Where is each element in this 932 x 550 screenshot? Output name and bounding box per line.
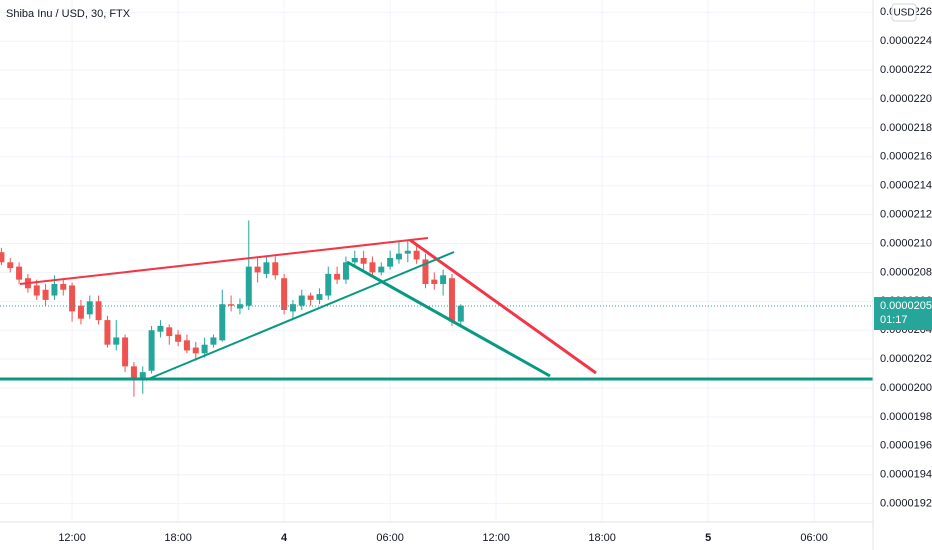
- candle-body: [183, 340, 190, 351]
- candle-body: [245, 266, 252, 306]
- candle-body: [431, 279, 438, 284]
- candle-body: [413, 250, 420, 260]
- currency-badge-text: USD: [893, 8, 914, 19]
- last-price-box: [874, 297, 932, 330]
- x-tick-label: 06:00: [376, 532, 404, 544]
- candle-body: [42, 289, 49, 300]
- candle-body: [210, 337, 217, 345]
- x-tick-label: 12:00: [58, 532, 86, 544]
- candle-body: [51, 283, 58, 296]
- candle-body: [122, 337, 129, 367]
- candle-body: [272, 262, 279, 276]
- candle-body: [201, 344, 208, 354]
- candle-body: [395, 253, 402, 260]
- candle-body: [69, 285, 76, 312]
- candle-body: [60, 283, 67, 290]
- chart-title: Shiba Inu / USD, 30, FTX: [6, 8, 131, 20]
- candle-body: [219, 304, 226, 341]
- candle-body: [387, 257, 394, 267]
- candle-body: [378, 266, 385, 273]
- candle-body: [95, 301, 102, 321]
- candle-body: [166, 327, 173, 337]
- x-tick-label: 4: [281, 532, 288, 544]
- x-tick-label: 12:00: [482, 532, 510, 544]
- candle-body: [192, 347, 199, 354]
- drawings: [0, 237, 873, 381]
- currency-badge[interactable]: [891, 3, 917, 22]
- candle-body: [33, 285, 40, 296]
- candle-body: [334, 273, 341, 280]
- candle-body: [157, 325, 164, 332]
- candle-body: [369, 262, 376, 273]
- candle-body: [298, 295, 305, 306]
- price-scale: [873, 0, 932, 550]
- candle-body: [254, 266, 261, 273]
- trend-line: [145, 251, 455, 381]
- candle-body: [342, 262, 349, 280]
- candle-body: [148, 330, 155, 371]
- candle-body: [307, 295, 314, 300]
- candle-body: [175, 334, 182, 342]
- y-tick-label: 0.00002240: [880, 35, 932, 47]
- candle-body: [236, 304, 243, 309]
- candle-body: [351, 257, 358, 263]
- candle-body: [422, 259, 429, 284]
- candle-body: [113, 337, 120, 345]
- candle-body: [404, 250, 411, 254]
- last-price-label: 0.00002057: [880, 300, 932, 312]
- time-scale: [0, 522, 873, 550]
- candle-body: [457, 305, 464, 322]
- candle-body: [16, 266, 23, 280]
- trend-line: [409, 238, 597, 375]
- candles: [0, 220, 464, 397]
- candle-body: [440, 275, 447, 284]
- candle-body: [7, 262, 14, 269]
- x-tick-label: 5: [705, 532, 711, 544]
- candle-body: [228, 304, 235, 306]
- countdown: 01:17: [880, 314, 908, 326]
- candle-body: [104, 320, 111, 345]
- candle-body: [139, 372, 146, 378]
- candle-body: [86, 301, 93, 315]
- candle-body: [0, 252, 5, 263]
- candle-body: [325, 273, 332, 296]
- candle-body: [77, 305, 84, 319]
- trend-line: [19, 237, 429, 285]
- x-tick-label: 06:00: [800, 532, 828, 544]
- candle-body: [360, 257, 367, 264]
- trend-line: [346, 260, 551, 378]
- candle-body: [316, 294, 323, 300]
- x-tick-label: 18:00: [164, 532, 192, 544]
- x-tick-label: 18:00: [588, 532, 616, 544]
- candle-body: [263, 262, 270, 274]
- candle-body: [130, 366, 137, 378]
- grid: [0, 0, 873, 522]
- candle-body: [289, 304, 296, 312]
- candle-body: [448, 278, 455, 322]
- candle-body: [281, 278, 288, 310]
